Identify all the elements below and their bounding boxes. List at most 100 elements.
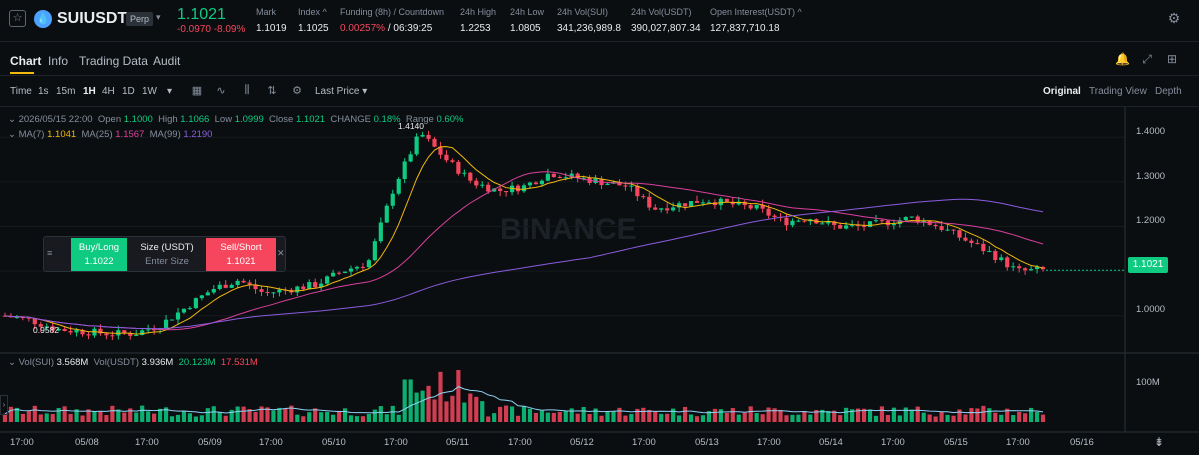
tab-chart[interactable]: Chart: [10, 54, 42, 68]
size-placeholder: Enter Size: [145, 256, 189, 267]
price-type-select[interactable]: Last Price ▾: [315, 86, 368, 97]
x-tick: 17:00: [384, 437, 408, 448]
volume-bar: [223, 415, 228, 422]
price-change: -0.0970 -8.09%: [177, 24, 246, 35]
interval-1w[interactable]: 1W: [142, 86, 157, 97]
volume-bar: [420, 390, 425, 422]
candle-body: [26, 317, 31, 319]
volume-bar: [509, 406, 515, 422]
volume-bar: [104, 415, 109, 422]
candle-body: [635, 185, 640, 197]
candle-body: [301, 286, 306, 290]
interval-1s[interactable]: 1s: [38, 86, 49, 97]
candle-body: [909, 216, 914, 218]
tab-audit[interactable]: Audit: [153, 54, 181, 68]
ma25-value: 1.1567: [115, 129, 145, 140]
last-price: 1.1021: [177, 6, 226, 23]
symbol-name[interactable]: SUIUSDT: [57, 10, 128, 27]
buy-long-button[interactable]: Buy/Long 1.1022: [71, 238, 127, 271]
interval-1d[interactable]: 1D: [122, 86, 135, 97]
calendar-icon[interactable]: ▦: [191, 85, 203, 97]
view-depth[interactable]: Depth: [1155, 86, 1182, 97]
scroll-left-icon[interactable]: ›: [0, 395, 8, 415]
sui-coin-icon: 💧: [34, 10, 52, 28]
volume-bar: [38, 414, 43, 422]
volume-bar: [903, 407, 908, 422]
candle-body: [575, 173, 580, 179]
collapse-chevron-icon[interactable]: ⌄: [8, 114, 16, 125]
interval-1h[interactable]: 1H: [83, 86, 96, 97]
stat-index[interactable]: Index ^ 1.1025: [298, 7, 329, 34]
volume-bar: [957, 409, 962, 422]
candle-body: [402, 161, 407, 179]
candle-body: [1028, 269, 1034, 271]
volume-bar: [915, 406, 920, 422]
candle-body: [426, 134, 431, 139]
candle-body: [581, 177, 586, 179]
scroll-to-latest-icon[interactable]: ⇟: [1154, 435, 1165, 449]
candle-body: [480, 184, 485, 186]
volume-bar: [265, 407, 270, 422]
volume-bar: [754, 413, 759, 422]
tab-trading-data[interactable]: Trading Data: [79, 54, 148, 68]
volume-bar: [521, 406, 527, 422]
volume-legend: ⌄ Vol(SUI) 3.568M Vol(USDT) 3.936M 20.12…: [8, 357, 258, 368]
layout-grid-icon[interactable]: ⊞: [1166, 52, 1178, 66]
ma25-line: [4, 171, 1044, 331]
indicator-icon[interactable]: ∿: [216, 85, 226, 97]
volume-bar: [945, 414, 950, 422]
alert-bell-icon[interactable]: 🔔: [1115, 52, 1130, 66]
interval-dropdown-icon[interactable]: ▾: [167, 86, 173, 97]
stat-open-interest[interactable]: Open Interest(USDT) ^ 127,837,710.18: [710, 7, 802, 34]
stat-24h-vol-sui: 24h Vol(SUI) 341,236,989.8: [557, 7, 621, 34]
volume-bar: [116, 409, 121, 422]
view-trading-view[interactable]: Trading View: [1089, 86, 1147, 97]
sell-short-button[interactable]: Sell/Short 1.1021: [206, 238, 276, 271]
fullscreen-icon[interactable]: ⤢: [1142, 52, 1152, 66]
candle-body: [933, 224, 938, 227]
view-original[interactable]: Original: [1043, 86, 1081, 97]
interval-time[interactable]: Time: [10, 86, 32, 97]
candle-body: [677, 203, 682, 208]
candle-body: [348, 268, 354, 272]
chevron-down-icon[interactable]: ▾: [156, 12, 161, 22]
volume-bar: [462, 402, 467, 422]
compare-icon[interactable]: ⇅: [267, 85, 277, 97]
candle-body: [557, 177, 562, 179]
candle-body: [14, 317, 20, 319]
collapse-chevron-icon[interactable]: ⌄: [8, 357, 16, 368]
close-icon[interactable]: ✕: [277, 248, 285, 258]
candle-body: [152, 329, 157, 331]
stat-24h-vol-usdt: 24h Vol(USDT) 390,027,807.34: [631, 7, 701, 34]
tab-info[interactable]: Info: [48, 54, 69, 68]
volume-bar: [730, 408, 735, 422]
volume-bar: [706, 411, 712, 422]
candle-body: [796, 220, 801, 222]
x-tick: 05/15: [944, 437, 968, 448]
price-chart[interactable]: BINANCE: [0, 107, 1199, 455]
candle-body: [1040, 267, 1046, 270]
candle-body: [981, 243, 986, 252]
candle-body: [921, 220, 926, 223]
candle-type-icon[interactable]: ⫼: [244, 84, 250, 96]
volume-bar: [682, 406, 688, 422]
size-input[interactable]: Size (USDT) Enter Size: [129, 238, 205, 271]
volume-bar: [336, 410, 342, 422]
y-tick: 1.4000: [1136, 126, 1166, 137]
collapse-chevron-icon[interactable]: ⌄: [8, 129, 16, 140]
volume-bar: [348, 415, 354, 422]
drag-handle-icon[interactable]: ≡: [47, 248, 53, 258]
candle-body: [945, 229, 950, 231]
interval-4h[interactable]: 4H: [102, 86, 115, 97]
settings-icon[interactable]: ⚙: [292, 85, 302, 97]
volume-bar: [86, 409, 91, 422]
interval-15m[interactable]: 15m: [56, 86, 76, 97]
candle-body: [730, 201, 735, 205]
favorite-star-icon[interactable]: ☆: [9, 10, 26, 27]
close-label: Close: [269, 114, 294, 125]
settings-gear-icon[interactable]: ⚙: [1167, 10, 1181, 26]
volume-bar: [319, 412, 324, 422]
candle-body: [802, 220, 807, 222]
x-tick: 17:00: [508, 437, 532, 448]
candle-body: [688, 201, 694, 207]
